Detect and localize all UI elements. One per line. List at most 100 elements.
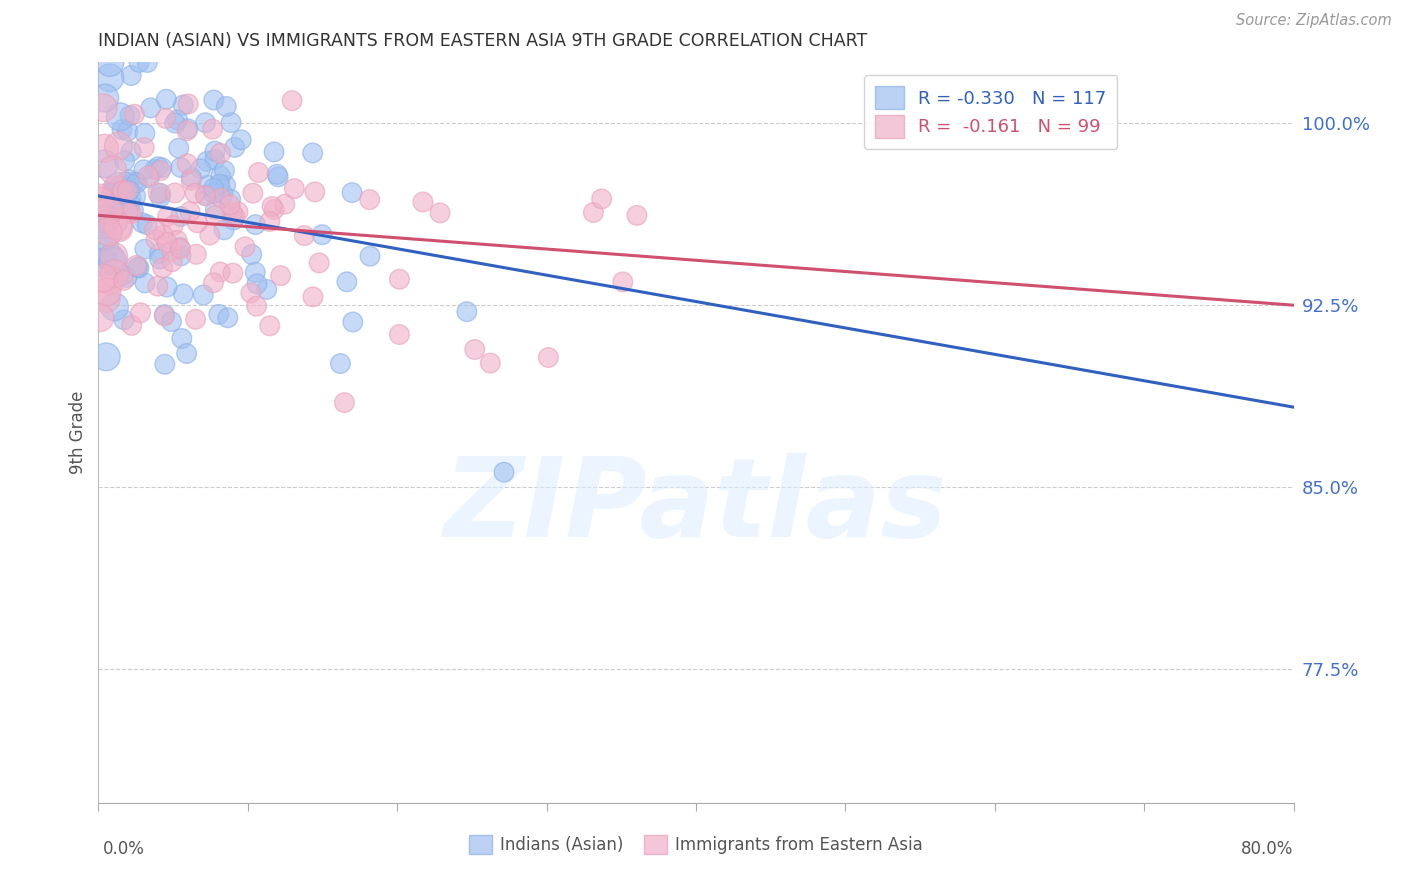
Point	[91, 101, 114, 115]
Point	[209, 191, 232, 205]
Point	[211, 186, 233, 201]
Y-axis label: 9th Grade: 9th Grade	[69, 391, 87, 475]
Point	[239, 285, 262, 300]
Point	[120, 191, 142, 205]
Legend: Indians (Asian), Immigrants from Eastern Asia: Indians (Asian), Immigrants from Eastern…	[463, 829, 929, 861]
Point	[120, 69, 142, 83]
Point	[98, 203, 121, 218]
Point	[121, 318, 143, 333]
Text: 0.0%: 0.0%	[103, 840, 145, 858]
Point	[537, 351, 560, 365]
Point	[256, 282, 278, 296]
Point	[149, 190, 172, 204]
Point	[107, 179, 129, 194]
Point	[302, 290, 325, 304]
Point	[127, 260, 149, 275]
Point	[292, 228, 315, 243]
Point	[176, 123, 198, 137]
Point	[114, 153, 136, 168]
Point	[204, 144, 226, 158]
Point	[101, 162, 124, 177]
Point	[93, 241, 115, 255]
Point	[155, 112, 177, 126]
Point	[263, 202, 285, 217]
Point	[202, 276, 225, 290]
Point	[270, 268, 292, 283]
Point	[281, 94, 304, 108]
Point	[145, 233, 167, 247]
Point	[340, 186, 363, 200]
Point	[214, 163, 236, 178]
Point	[128, 55, 150, 70]
Point	[184, 312, 207, 326]
Point	[118, 184, 141, 198]
Point	[93, 157, 115, 171]
Point	[146, 160, 169, 174]
Point	[626, 208, 648, 222]
Point	[153, 308, 176, 322]
Point	[114, 175, 136, 189]
Point	[131, 216, 153, 230]
Point	[103, 300, 125, 314]
Point	[222, 266, 245, 280]
Point	[149, 186, 172, 201]
Point	[180, 173, 202, 187]
Point	[194, 188, 217, 202]
Point	[170, 331, 193, 345]
Point	[219, 115, 242, 129]
Point	[266, 167, 288, 181]
Point	[170, 161, 193, 175]
Point	[125, 176, 148, 190]
Point	[412, 194, 434, 209]
Point	[240, 247, 263, 261]
Point	[167, 141, 190, 155]
Point	[177, 121, 200, 136]
Point	[91, 255, 114, 269]
Point	[217, 310, 239, 325]
Point	[104, 188, 127, 202]
Point	[186, 216, 208, 230]
Point	[193, 288, 215, 302]
Point	[215, 99, 238, 113]
Point	[197, 178, 219, 193]
Point	[336, 275, 359, 289]
Point	[134, 126, 156, 140]
Point	[170, 249, 193, 263]
Point	[97, 225, 120, 239]
Point	[98, 200, 121, 214]
Point	[124, 175, 146, 189]
Point	[150, 161, 173, 175]
Point	[108, 110, 131, 124]
Point	[125, 259, 148, 273]
Point	[184, 186, 207, 201]
Point	[202, 181, 225, 195]
Point	[612, 275, 634, 289]
Point	[202, 186, 225, 201]
Point	[111, 122, 134, 136]
Point	[204, 202, 226, 217]
Point	[304, 185, 326, 199]
Point	[89, 310, 111, 325]
Point	[136, 169, 159, 183]
Point	[152, 228, 174, 243]
Point	[155, 92, 177, 106]
Point	[226, 205, 249, 219]
Point	[176, 346, 198, 360]
Point	[274, 197, 297, 211]
Point	[245, 218, 267, 232]
Point	[388, 272, 411, 286]
Point	[177, 97, 200, 112]
Point	[134, 242, 156, 256]
Point	[194, 116, 217, 130]
Point	[112, 313, 135, 327]
Point	[214, 178, 236, 193]
Point	[156, 210, 179, 224]
Point	[194, 189, 217, 203]
Point	[98, 70, 121, 85]
Point	[152, 260, 174, 275]
Point	[120, 145, 142, 159]
Point	[163, 186, 186, 200]
Point	[247, 165, 270, 179]
Point	[190, 161, 212, 176]
Point	[359, 249, 381, 263]
